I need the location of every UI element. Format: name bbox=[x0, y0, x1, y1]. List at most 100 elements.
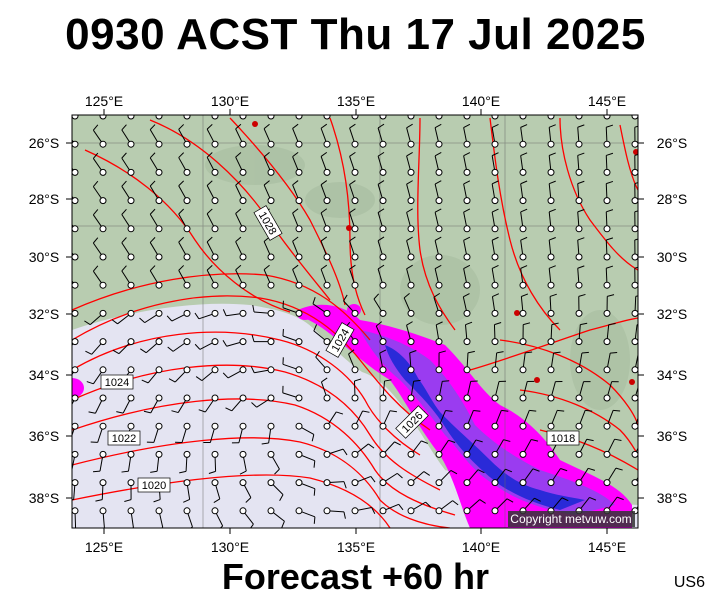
wind-barb bbox=[463, 350, 475, 374]
wind-barb bbox=[435, 350, 446, 374]
wind-barb bbox=[575, 322, 588, 346]
wind-barb bbox=[149, 208, 163, 233]
wind-barb bbox=[434, 123, 443, 148]
wind-barb bbox=[121, 152, 135, 176]
wind-barb bbox=[463, 208, 471, 233]
wind-barb bbox=[547, 468, 568, 487]
lat-label: 34°S bbox=[29, 367, 60, 383]
wind-barb bbox=[407, 115, 415, 120]
wind-barb bbox=[239, 507, 254, 528]
wind-barb bbox=[178, 236, 191, 261]
lat-label: 38°S bbox=[657, 490, 688, 506]
wind-barb bbox=[92, 124, 107, 148]
wind-barb bbox=[146, 422, 163, 443]
wind-barb bbox=[491, 265, 499, 289]
wind-barb bbox=[575, 351, 589, 374]
wind-barb bbox=[434, 180, 443, 205]
wind-barb bbox=[72, 479, 79, 501]
wind-barb bbox=[235, 264, 247, 289]
wind-barb bbox=[491, 208, 499, 233]
wind-barb bbox=[435, 321, 443, 346]
wind-barb bbox=[407, 379, 421, 402]
wind-barb bbox=[99, 507, 107, 528]
wind-barb bbox=[263, 236, 275, 261]
wind-barb bbox=[434, 236, 443, 261]
wind-barb bbox=[375, 321, 387, 346]
wind-barb bbox=[631, 324, 638, 346]
wind-barb bbox=[92, 180, 107, 205]
wind-barb bbox=[575, 237, 585, 261]
wind-barb bbox=[519, 208, 528, 233]
lat-label: 28°S bbox=[29, 191, 60, 207]
lat-labels-left: 26°S 28°S 30°S 32°S 34°S 36°S 38°S bbox=[29, 135, 60, 506]
wind-barb bbox=[575, 409, 593, 430]
wind-barb bbox=[349, 151, 359, 176]
wind-barb bbox=[178, 124, 191, 148]
wind-barb bbox=[171, 394, 191, 414]
wind-barb bbox=[575, 115, 583, 120]
wind-barb bbox=[519, 236, 528, 261]
wind-barb bbox=[463, 409, 481, 430]
wind-barb bbox=[491, 180, 499, 205]
wind-barb bbox=[116, 394, 135, 414]
wind-barb bbox=[547, 293, 557, 317]
wind-barb bbox=[72, 252, 79, 261]
wind-barb bbox=[463, 152, 471, 176]
wind-barb bbox=[435, 380, 450, 402]
wind-barb bbox=[377, 264, 387, 289]
wind-barb bbox=[323, 507, 346, 519]
wind-barb bbox=[463, 264, 471, 289]
wind-barb bbox=[124, 479, 135, 502]
wind-barb bbox=[295, 115, 303, 120]
wind-barb bbox=[235, 208, 247, 233]
isobar-label: 1020 bbox=[142, 480, 166, 492]
wind-barb bbox=[377, 123, 387, 148]
wind-barb bbox=[631, 295, 638, 317]
isobar-labels: 1024 1028 1024 1022 1020 1026 1018 bbox=[100, 205, 580, 493]
wind-barb bbox=[491, 439, 511, 458]
region-code: US6 bbox=[673, 574, 705, 591]
wind-barb bbox=[463, 499, 486, 515]
wind-barb bbox=[406, 236, 415, 261]
wind-barb bbox=[434, 264, 443, 289]
wind-barb bbox=[351, 378, 362, 402]
wind-barb bbox=[603, 209, 614, 233]
wind-barb bbox=[222, 338, 247, 347]
wind-barb bbox=[349, 208, 359, 233]
lat-label: 28°S bbox=[657, 191, 688, 207]
wind-barb bbox=[320, 123, 331, 148]
wind-barb bbox=[149, 124, 163, 148]
wind-barb bbox=[349, 264, 359, 289]
wind-barb bbox=[603, 115, 611, 120]
wind-barb bbox=[179, 450, 191, 474]
wind-barb bbox=[407, 471, 431, 487]
wind-barb bbox=[320, 377, 331, 402]
wind-barb bbox=[263, 264, 275, 289]
wind-barb bbox=[349, 236, 359, 261]
wind-barb bbox=[377, 208, 387, 233]
wind-barb bbox=[435, 500, 459, 515]
wind-barb bbox=[547, 180, 556, 205]
lon-label: 135°E bbox=[337, 93, 375, 109]
wind-barb bbox=[491, 322, 502, 346]
wind-barb bbox=[155, 115, 163, 120]
wind-barb bbox=[351, 115, 359, 120]
wind-barb bbox=[194, 309, 219, 320]
wind-barb bbox=[206, 180, 219, 205]
wind-barb bbox=[491, 351, 504, 374]
wind-barb bbox=[575, 180, 585, 205]
wind-barb bbox=[261, 422, 275, 445]
wind-barb bbox=[320, 264, 331, 289]
wind-barb bbox=[320, 180, 331, 205]
wind-barb bbox=[379, 115, 387, 120]
wind-barb bbox=[379, 379, 392, 402]
wind-barb bbox=[547, 381, 563, 402]
wind-barb bbox=[491, 152, 499, 176]
wind-barb bbox=[407, 501, 432, 515]
wind-barb bbox=[603, 352, 618, 374]
lat-labels-right: 26°S 28°S 30°S 32°S 34°S 36°S 38°S bbox=[657, 135, 688, 506]
wind-barb bbox=[631, 210, 638, 233]
lat-label: 30°S bbox=[657, 249, 688, 265]
wind-barb bbox=[95, 479, 107, 502]
